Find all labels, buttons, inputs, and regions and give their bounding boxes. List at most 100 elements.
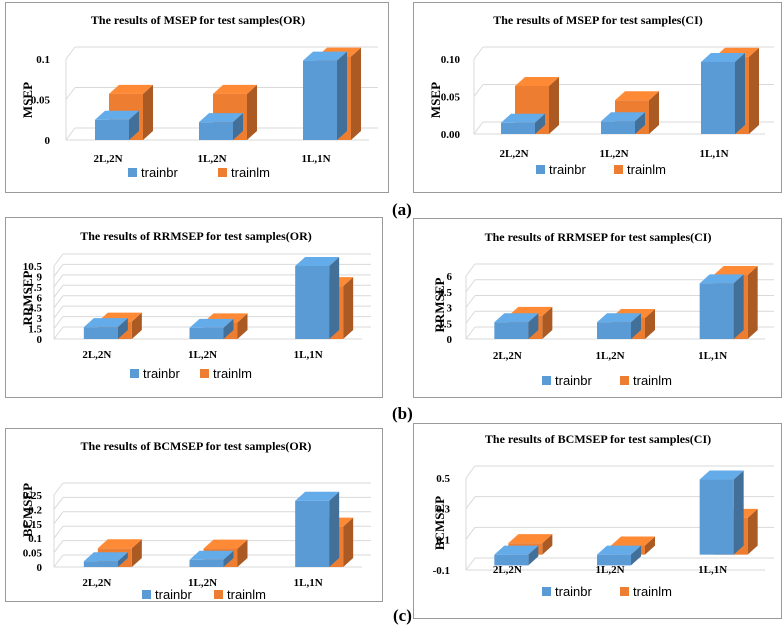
bar-top <box>494 313 539 323</box>
gridline-depth <box>53 554 64 568</box>
bar-side <box>733 274 744 339</box>
y-tick-label: 0.00 <box>441 129 461 141</box>
bar-top <box>494 545 539 555</box>
gridline-depth <box>53 274 64 288</box>
bar-top <box>189 318 234 328</box>
x-category-label: 1L,2N <box>188 349 217 361</box>
bar-face <box>95 119 129 140</box>
bar-top <box>515 77 559 86</box>
legend-swatch-trainbr <box>542 376 551 385</box>
y-axis-label: MSEP <box>20 82 35 118</box>
x-category-label: 2L,2N <box>499 148 528 160</box>
gridline-depth <box>465 557 476 571</box>
y-tick-label: 4.5 <box>28 303 42 315</box>
bar-top <box>601 112 645 122</box>
bar-top <box>699 274 744 284</box>
bar-face <box>83 327 118 339</box>
legend-label-trainbr: trainbr <box>143 366 181 381</box>
gridline-depth <box>465 326 476 340</box>
bar-side <box>343 517 354 567</box>
y-tick-label: 3 <box>447 303 453 315</box>
y-tick-label: 0.5 <box>436 473 450 485</box>
y-tick-label: 0.15 <box>23 519 43 531</box>
chart-title: The results of BCMSEP for test samples(O… <box>81 439 312 453</box>
bar-face <box>295 266 330 339</box>
legend-swatch-trainbr <box>130 369 139 378</box>
chart-svg: The results of BCMSEP for test samples(C… <box>432 432 774 599</box>
bar-trainbr-0 <box>494 313 539 339</box>
y-tick-label: 3 <box>37 313 43 325</box>
y-tick-label: 6 <box>447 271 453 283</box>
y-tick-label: 9 <box>37 271 43 283</box>
chart-panel-bcmsep-or: The results of BCMSEP for test samples(O… <box>5 428 383 602</box>
x-category-label: 1L,2N <box>188 577 217 589</box>
chart-title: The results of BCMSEP for test samples(C… <box>485 432 711 446</box>
chart-svg: The results of RRMSEP for test samples(O… <box>20 229 371 381</box>
bar-top <box>699 470 744 480</box>
subfigure-label-c: (c) <box>393 606 412 625</box>
gridline-depth <box>465 295 476 308</box>
y-tick-label: 10.5 <box>23 261 43 273</box>
bar-top <box>597 545 641 555</box>
bar-side <box>735 53 745 134</box>
y-axis-label: BCMSEP <box>432 496 447 550</box>
bar-top <box>597 313 641 323</box>
x-category-label: 2L,2N <box>82 349 111 361</box>
x-category-label: 1L,2N <box>197 153 226 165</box>
bar-face <box>597 322 631 339</box>
legend-swatch-trainbr <box>536 165 545 174</box>
bar-face <box>699 479 734 555</box>
bar-trainbr-0 <box>95 110 139 140</box>
y-tick-label: 0.25 <box>23 490 43 502</box>
bar-top <box>295 257 340 266</box>
x-category-label: 1L,1N <box>699 148 728 160</box>
bar-top <box>701 53 745 62</box>
legend-swatch-trainlm <box>620 587 629 596</box>
bar-trainbr-1 <box>189 318 234 339</box>
bar-trainbr-1 <box>199 113 243 140</box>
bar-top <box>83 318 128 328</box>
gridline-depth <box>53 482 64 496</box>
legend-label-trainlm: trainlm <box>213 366 252 381</box>
chart-title: The results of MSEP for test samples(CI) <box>493 13 703 27</box>
bar-side <box>247 84 257 140</box>
bar-trainbr-2 <box>699 274 744 339</box>
legend-label-trainlm: trainlm <box>627 162 666 177</box>
bar-side <box>223 318 234 339</box>
legend-swatch-trainlm <box>218 168 227 177</box>
gridline-depth <box>465 465 476 479</box>
bar-side <box>747 265 758 339</box>
bar-side <box>233 113 243 140</box>
bar-top <box>611 536 655 546</box>
bar-face <box>494 554 529 566</box>
bar-trainbr-2 <box>701 53 745 134</box>
gridline-depth <box>473 46 484 60</box>
x-category-label: 2L,2N <box>493 564 522 576</box>
bar-side <box>631 313 641 339</box>
subfigure-label-b: (b) <box>392 404 413 423</box>
y-tick-label: 0.3 <box>436 504 450 516</box>
bar-face <box>701 62 735 134</box>
bar-top <box>713 265 758 275</box>
y-tick-label: 0 <box>37 334 43 346</box>
chart-panel-bcmsep-ci: The results of BCMSEP for test samples(C… <box>413 423 782 619</box>
chart-title: The results of RRMSEP for test samples(C… <box>485 230 712 244</box>
bar-side <box>131 539 142 567</box>
gridline-depth <box>53 284 64 298</box>
bar-side <box>343 277 354 339</box>
gridline-depth <box>53 264 64 277</box>
chart-title: The results of RRMSEP for test samples(O… <box>80 229 312 243</box>
bar-face <box>295 500 330 567</box>
y-tick-label: 0.1 <box>436 534 450 546</box>
y-axis-label: RRMSEP <box>20 270 35 325</box>
y-axis-label: MSEP <box>428 82 443 118</box>
bar-trainbr-2 <box>295 257 340 339</box>
bar-top <box>501 113 545 123</box>
y-axis-label: RRMSEP <box>432 277 447 332</box>
bar-top <box>203 539 248 549</box>
chart-panel-rrmsep-ci: The results of RRMSEP for test samples(C… <box>413 218 782 398</box>
bar-face <box>597 554 631 566</box>
bar-top <box>295 491 340 501</box>
bar-trainbr-1 <box>597 545 641 566</box>
gridline-depth <box>53 253 64 267</box>
